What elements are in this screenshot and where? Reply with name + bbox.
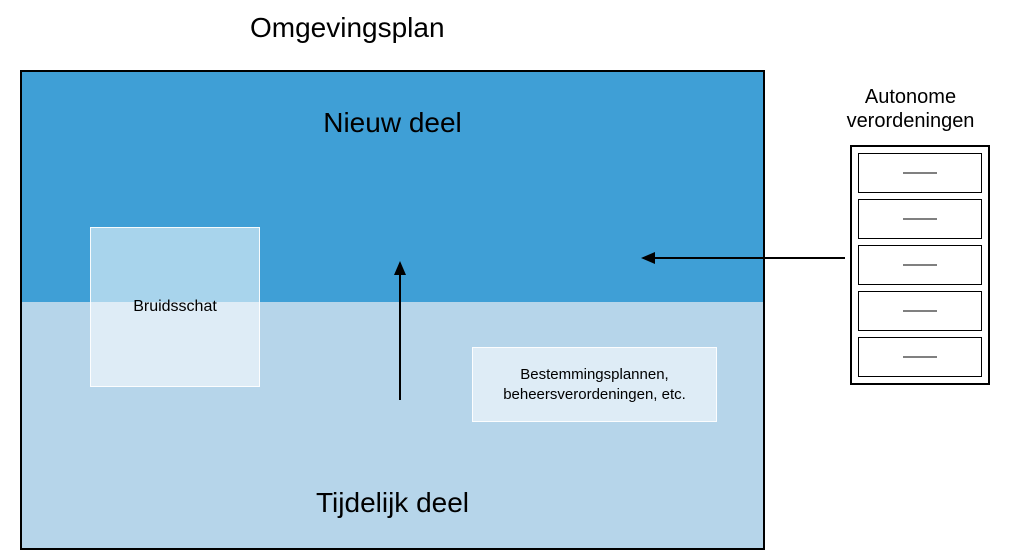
diagram-title: Omgevingsplan	[250, 12, 445, 44]
drawer-item	[858, 291, 982, 331]
bestemmingsplannen-label: Bestemmingsplannen, beheersverordeningen…	[503, 365, 686, 404]
drawer-item	[858, 337, 982, 377]
drawer-item	[858, 153, 982, 193]
omgevingsplan-box: Nieuw deel Tijdelijk deel Bruidsschat Be…	[20, 70, 765, 550]
bruidsschat-box: Bruidsschat	[90, 227, 260, 387]
drawer-item	[858, 245, 982, 285]
bruidsschat-label: Bruidsschat	[133, 298, 217, 316]
nieuw-deel-label: Nieuw deel	[22, 107, 763, 139]
drawer-item	[858, 199, 982, 239]
tijdelijk-deel-label: Tijdelijk deel	[22, 487, 763, 519]
bestemmingsplannen-box: Bestemmingsplannen, beheersverordeningen…	[472, 347, 717, 422]
autonome-verordeningen-box	[850, 145, 990, 385]
autonome-verordeningen-title: Autonome verordeningen	[828, 85, 993, 133]
